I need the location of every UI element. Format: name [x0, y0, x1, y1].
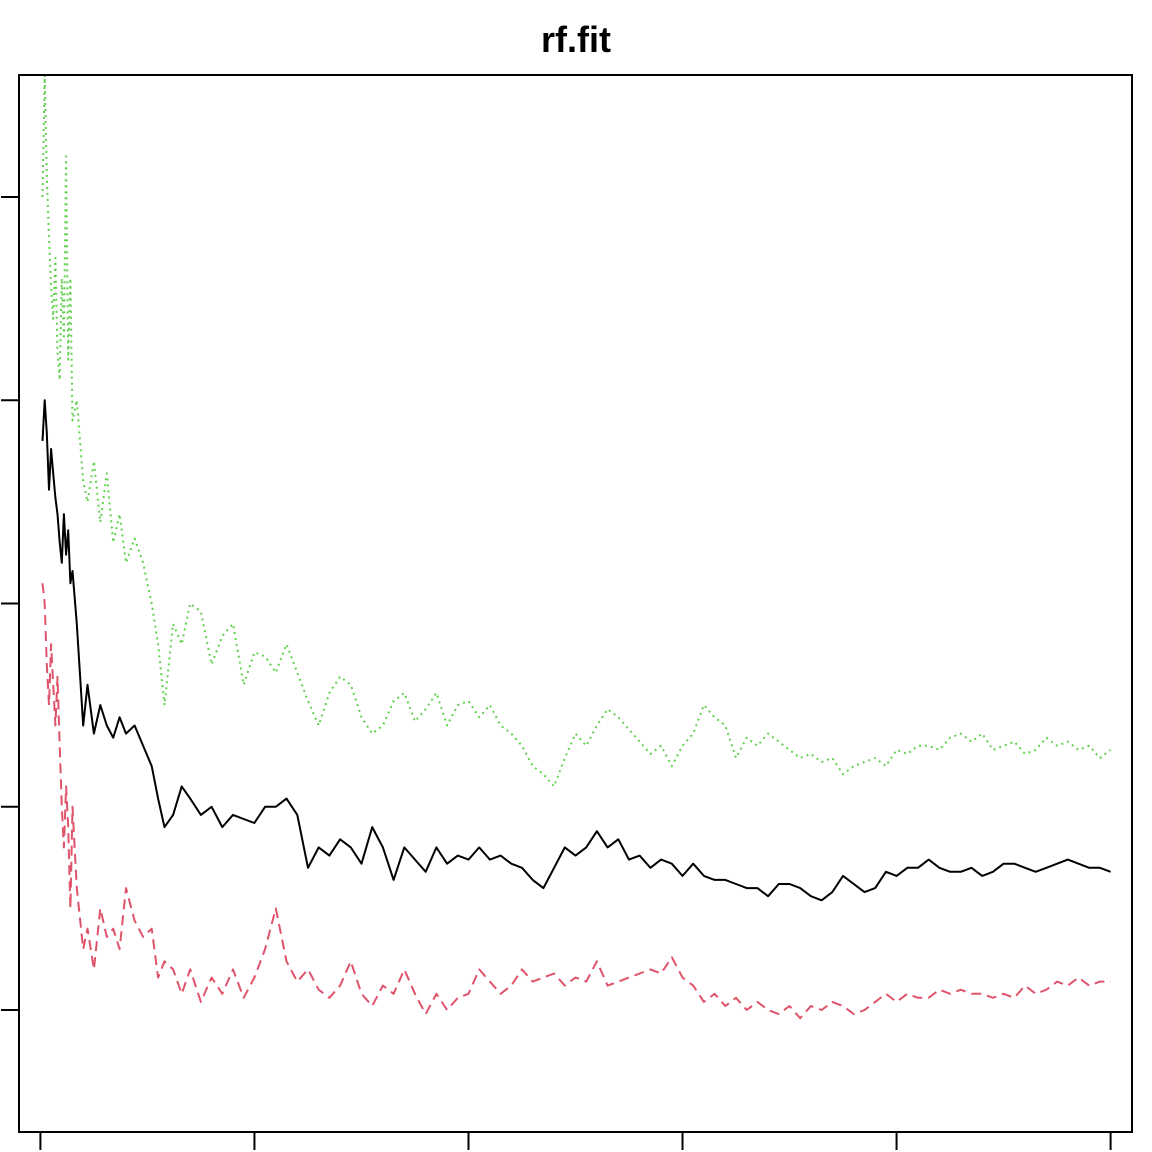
series-layer [41, 74, 1112, 1020]
series-line-1 [41, 399, 1111, 902]
plot-frame [18, 74, 1133, 1133]
series-line-2 [41, 583, 1111, 1020]
chart-title: rf.fit [541, 19, 611, 60]
axis-layer [1, 195, 1112, 1150]
series-line-3 [41, 74, 1112, 788]
